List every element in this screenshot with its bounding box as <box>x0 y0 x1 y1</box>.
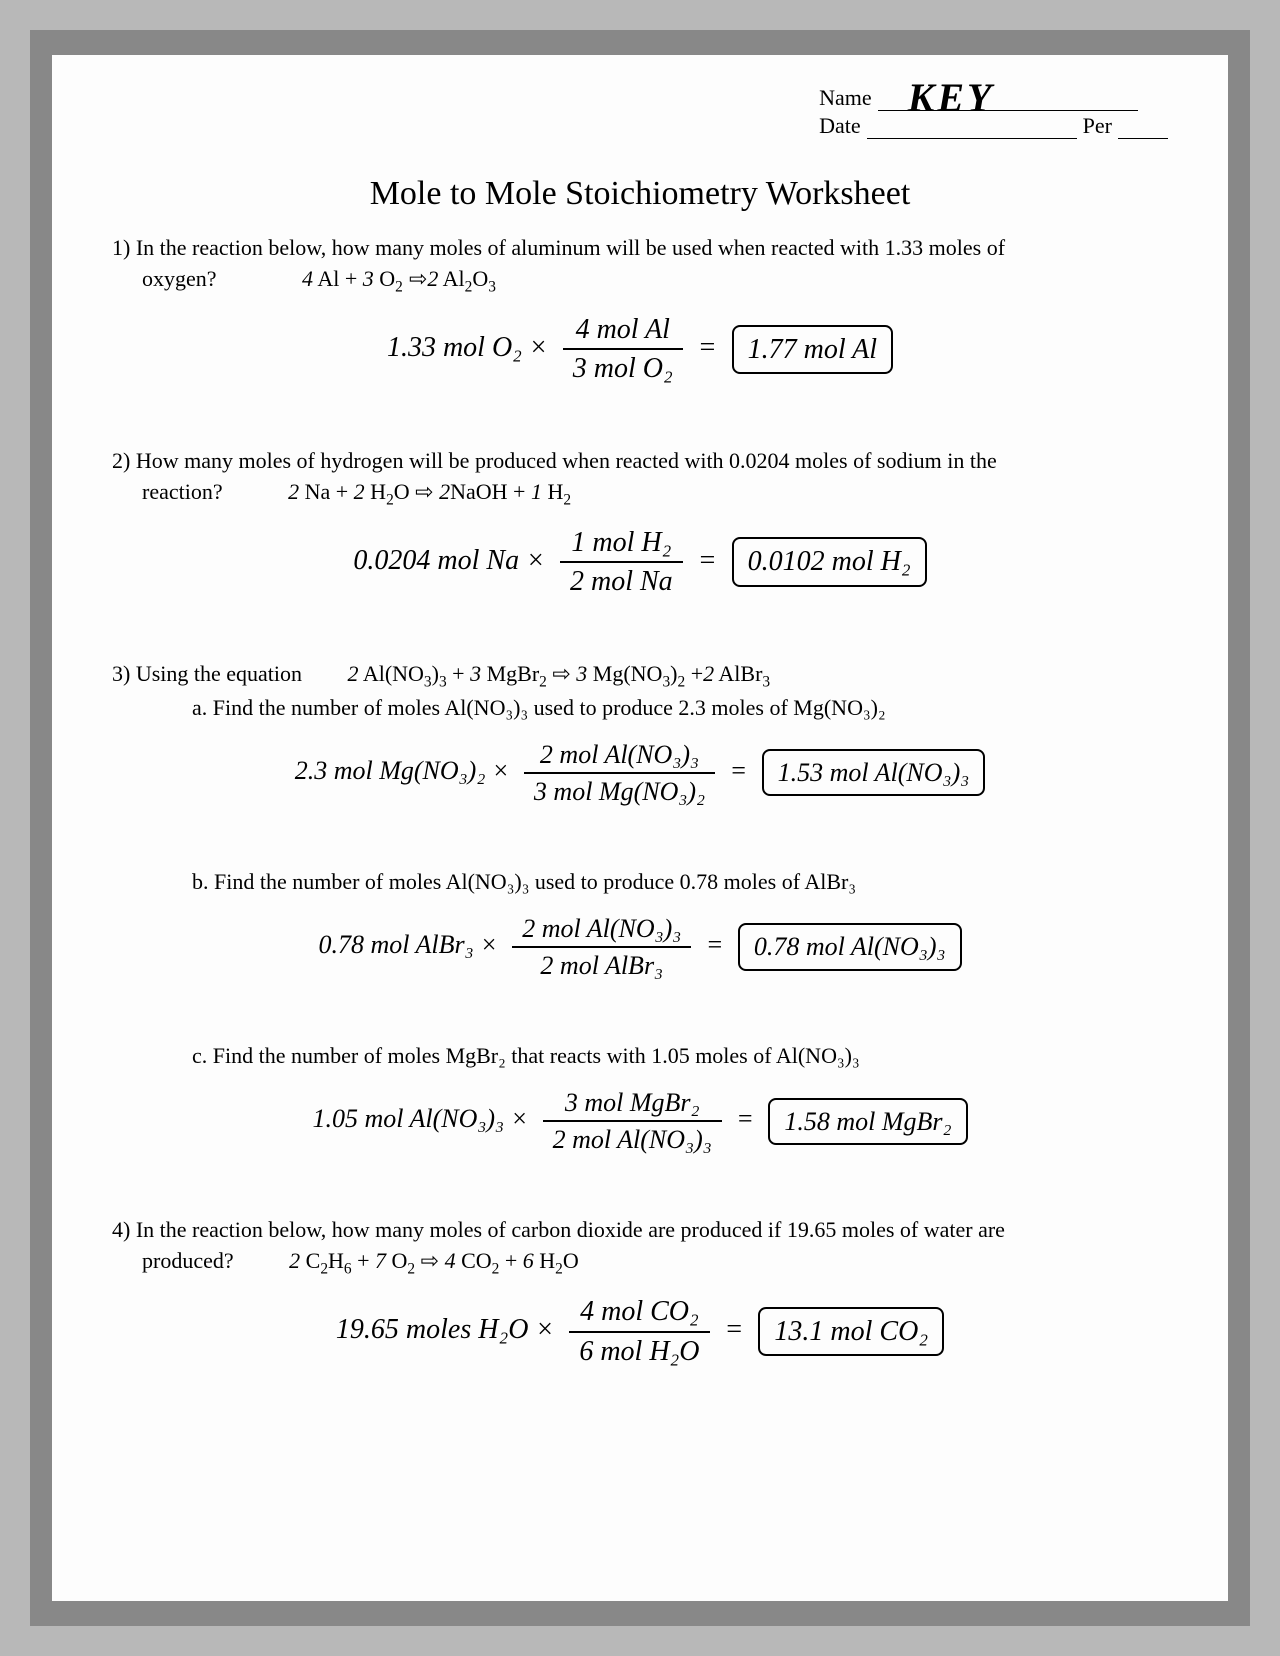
q1-text-a: In the reaction below, how many moles of… <box>136 235 1005 260</box>
q1-equation: 4 Al + 3 O2 ⇨2 Al2O3 <box>302 266 496 291</box>
q2-equation: 2 Na + 2 H2O ⇨ 2NaOH + 1 H2 <box>288 479 571 504</box>
q1-answer: 1.77 mol Al <box>732 325 893 375</box>
q3a-answer: 1.53 mol Al(NO₃)₃ <box>762 749 986 796</box>
question-4: 4) In the reaction below, how many moles… <box>112 1215 1168 1280</box>
question-2: 2) How many moles of hydrogen will be pr… <box>112 446 1168 511</box>
worksheet-title: Mole to Mole Stoichiometry Worksheet <box>112 175 1168 213</box>
q3b-fraction: 2 mol Al(NO₃)₃ 2 mol AlBr₃ <box>512 913 691 981</box>
q3b-start: 0.78 mol AlBr₃ × <box>318 930 497 959</box>
name-line: KEY <box>878 86 1138 111</box>
q4-fraction: 4 mol CO₂ 6 mol H₂O <box>569 1295 709 1368</box>
q3a-fraction: 2 mol Al(NO₃)₃ 3 mol Mg(NO₃)₂ <box>524 739 715 807</box>
q2-work: 0.0204 mol Na × 1 mol H₂ 2 mol Na = 0.01… <box>112 526 1168 599</box>
q3c-work: 1.05 mol Al(NO₃)₃ × 3 mol MgBr₂ 2 mol Al… <box>112 1087 1168 1155</box>
q4-start: 19.65 moles H₂O × <box>336 1314 554 1345</box>
q4-equation: 2 C2H6 + 7 O2 ⇨ 4 CO2 + 6 H2O <box>289 1248 579 1273</box>
per-line <box>1118 114 1168 139</box>
q3b-answer: 0.78 mol Al(NO₃)₃ <box>738 923 962 970</box>
q4-num: 4) <box>112 1217 130 1242</box>
q1-start: 1.33 mol O₂ × <box>387 332 548 363</box>
q3c-label: c. <box>112 1043 207 1068</box>
q3-text-a: Using the equation <box>136 661 302 686</box>
date-label: Date <box>819 113 861 139</box>
header-fields: Name KEY Date Per <box>819 85 1168 141</box>
q3-equation: 2 Al(NO3)3 + 3 MgBr2 ⇨ 3 Mg(NO3)2 +2 AlB… <box>348 661 771 686</box>
q1-num: 1) <box>112 235 130 260</box>
q1-fraction: 4 mol Al 3 mol O₂ <box>563 313 683 386</box>
question-1: 1) In the reaction below, how many moles… <box>112 233 1168 298</box>
q3c-text: Find the number of moles MgBr₂ that reac… <box>213 1043 860 1068</box>
q1-text-b: oxygen? <box>112 266 217 291</box>
q3c-fraction: 3 mol MgBr₂ 2 mol Al(NO₃)₃ <box>543 1087 722 1155</box>
q3a-text: Find the number of moles Al(NO₃)₃ used t… <box>213 695 886 720</box>
name-label: Name <box>819 85 872 111</box>
q3b-label: b. <box>112 869 209 894</box>
q3b-work: 0.78 mol AlBr₃ × 2 mol Al(NO₃)₃ 2 mol Al… <box>112 913 1168 981</box>
q2-fraction: 1 mol H₂ 2 mol Na <box>560 526 683 599</box>
q4-work: 19.65 moles H₂O × 4 mol CO₂ 6 mol H₂O = … <box>112 1295 1168 1368</box>
per-label: Per <box>1083 113 1112 139</box>
q4-answer: 13.1 mol CO₂ <box>758 1307 944 1357</box>
q3b-text: Find the number of moles Al(NO₃)₃ used t… <box>214 869 856 894</box>
q3-num: 3) <box>112 661 130 686</box>
q4-text-b: produced? <box>112 1248 234 1273</box>
question-3b: b. Find the number of moles Al(NO₃)₃ use… <box>112 867 1168 898</box>
question-3: 3) Using the equation 2 Al(NO3)3 + 3 MgB… <box>112 659 1168 724</box>
q2-answer: 0.0102 mol H₂ <box>732 537 927 587</box>
q3a-start: 2.3 mol Mg(NO₃)₂ × <box>295 756 510 785</box>
q3a-work: 2.3 mol Mg(NO₃)₂ × 2 mol Al(NO₃)₃ 3 mol … <box>112 739 1168 807</box>
date-line <box>867 114 1077 139</box>
scan-background: Name KEY Date Per Mole to Mole Stoichiom… <box>0 0 1280 1656</box>
worksheet-page: Name KEY Date Per Mole to Mole Stoichiom… <box>52 55 1228 1601</box>
q3a-label: a. <box>112 695 207 720</box>
q2-start: 0.0204 mol Na × <box>353 545 545 576</box>
q2-text-b: reaction? <box>112 479 223 504</box>
q3c-answer: 1.58 mol MgBr₂ <box>768 1098 967 1145</box>
q1-work: 1.33 mol O₂ × 4 mol Al 3 mol O₂ = 1.77 m… <box>112 313 1168 386</box>
page-border: Name KEY Date Per Mole to Mole Stoichiom… <box>30 30 1250 1626</box>
q3c-start: 1.05 mol Al(NO₃)₃ × <box>312 1104 528 1133</box>
question-3c: c. Find the number of moles MgBr₂ that r… <box>112 1041 1168 1072</box>
q2-num: 2) <box>112 448 130 473</box>
q2-text-a: How many moles of hydrogen will be produ… <box>136 448 997 473</box>
q4-text-a: In the reaction below, how many moles of… <box>136 1217 1005 1242</box>
